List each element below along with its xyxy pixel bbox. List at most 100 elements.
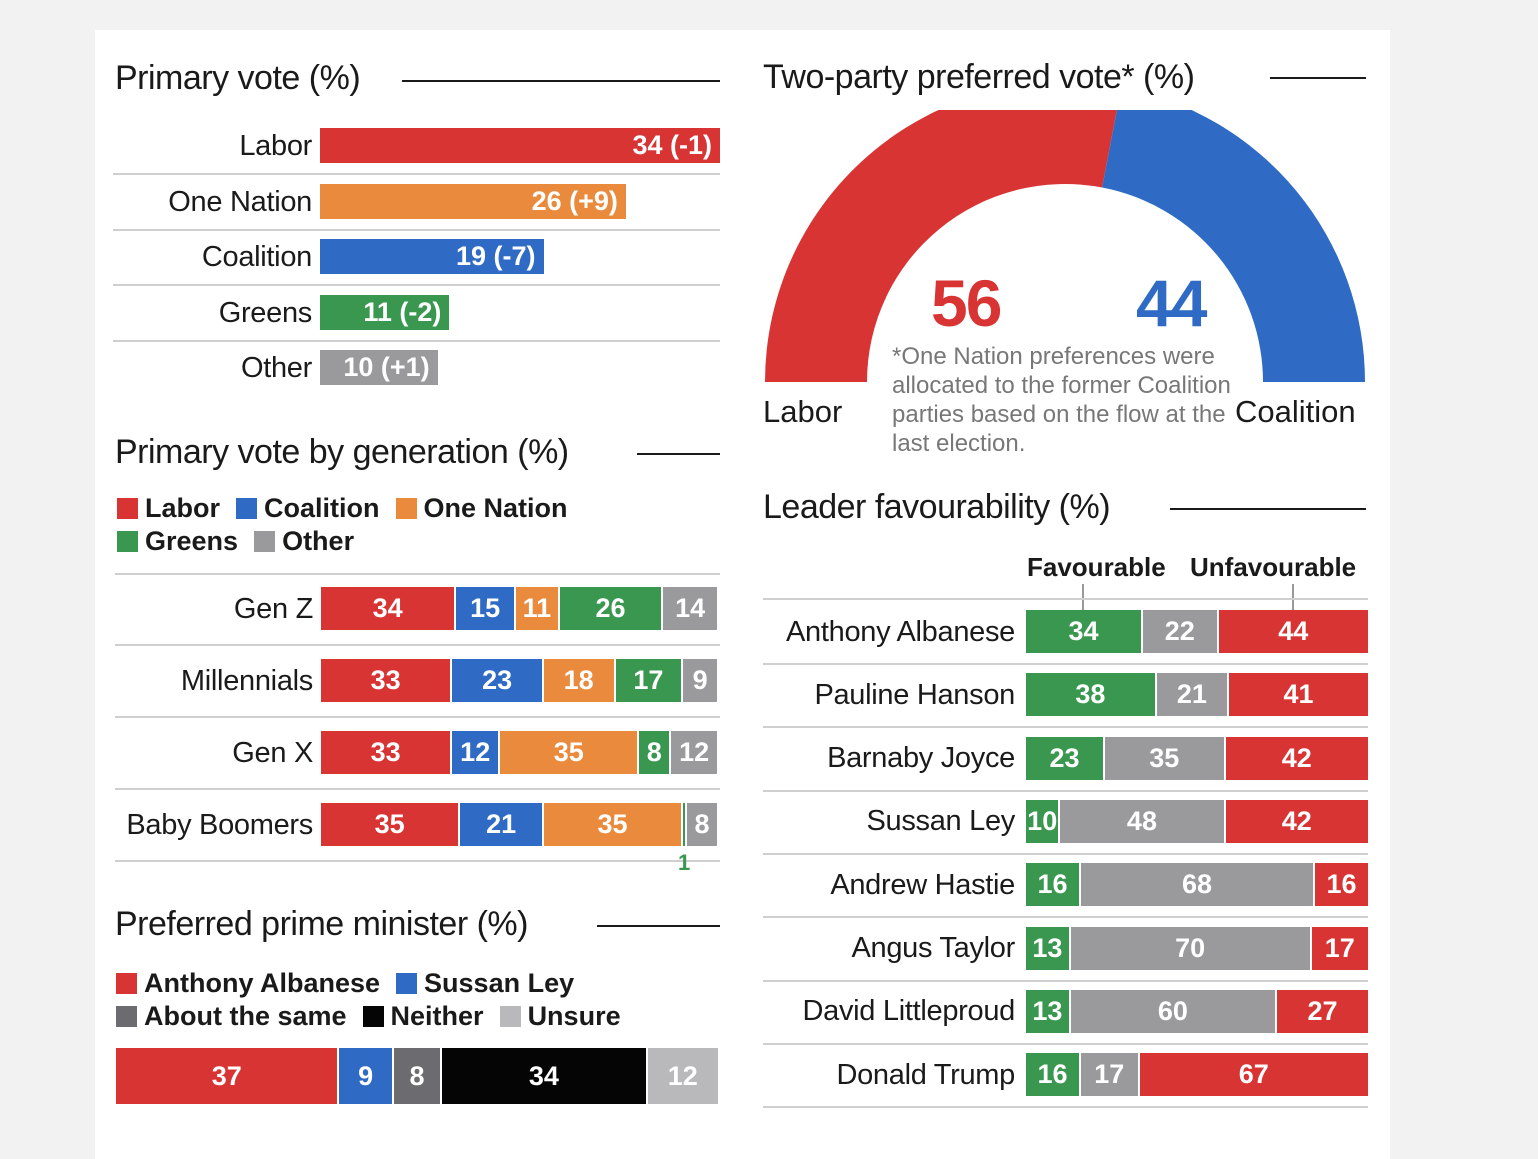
legend-item-neither: Neither (362, 1000, 484, 1033)
leader-segment: 21 (1156, 673, 1227, 717)
leader-segment: 16 (1314, 863, 1368, 907)
leader-label-donald-trump: Donald Trump (836, 1058, 1015, 1091)
preferred-pm-segment: 37 (116, 1048, 338, 1104)
legend-item-coalition: Coalition (236, 492, 380, 525)
arc-segment-labor (765, 110, 1117, 382)
legend-swatch (396, 973, 418, 994)
generation-divider (115, 573, 720, 575)
leader-segment: 10 (1026, 799, 1059, 843)
leader-segment: 60 (1070, 989, 1276, 1033)
preferred-pm-title-rule (597, 925, 720, 927)
legend-swatch (116, 1006, 137, 1027)
generation-segment: 14 (663, 587, 717, 630)
leader-label-angus-taylor: Angus Taylor (851, 932, 1015, 964)
leader-segment: 42 (1225, 799, 1368, 843)
primary-vote-bar-coalition: 19 (-7) (320, 239, 544, 274)
generation-segment: 8 (687, 803, 717, 846)
leader-segment: 48 (1060, 799, 1224, 843)
legend-item-other: Other (254, 525, 354, 558)
leader-segment: 67 (1139, 1053, 1368, 1097)
leader-segment: 38 (1026, 673, 1155, 717)
preferred-pm-segment: 9 (339, 1048, 392, 1104)
leader-segment: 13 (1026, 926, 1069, 970)
primary-vote-bar-other: 10 (+1) (320, 350, 438, 385)
generation-divider (115, 860, 720, 862)
primary-vote-bar-greens: 11 (-2) (320, 294, 450, 330)
favourable-tick (1082, 584, 1084, 610)
favourable-column-header: Favourable (1027, 552, 1166, 582)
preferred-pm-segment: 12 (647, 1048, 718, 1104)
leader-segment: 44 (1218, 610, 1368, 653)
leader-divider (763, 852, 1368, 855)
two-party-arc (765, 110, 1365, 382)
two-party-labor-value: 56 (931, 266, 1002, 340)
generation-segment: 26 (559, 587, 662, 630)
generation-label-baby-boomers: Baby Boomers (126, 808, 313, 841)
leader-label-david-littleproud: David Littleproud (802, 995, 1015, 1028)
leader-divider (763, 726, 1368, 729)
generation-label-millennials: Millennials (180, 664, 313, 697)
generation-divider (115, 644, 720, 646)
generation-segment: 12 (671, 731, 717, 774)
infographic-panel: Primary vote (%) Labor 34 (-1) One Nation 2… (95, 30, 1390, 1159)
leader-segment: 27 (1277, 989, 1368, 1033)
generation-segment (683, 803, 686, 846)
legend-item-ley: Sussan Ley (396, 967, 574, 1000)
leader-favourability-title-rule (1170, 508, 1366, 510)
leader-divider (763, 1106, 1368, 1109)
generation-segment: 15 (456, 587, 514, 630)
generation-segment: 23 (452, 659, 542, 702)
legend-swatch (117, 531, 138, 552)
unfavourable-tick (1292, 584, 1294, 610)
generation-divider (115, 716, 720, 718)
primary-vote-label-greens: Greens (218, 296, 313, 329)
leader-segment: 16 (1026, 863, 1080, 907)
unfavourable-column-header: Unfavourable (1190, 552, 1357, 582)
leader-segment: 23 (1026, 736, 1104, 780)
generation-segment: 18 (543, 659, 614, 702)
generation-title: Primary vote by generation (%) (115, 433, 569, 471)
leader-segment: 22 (1142, 610, 1217, 653)
leader-segment: 42 (1225, 736, 1368, 780)
leader-divider (763, 1042, 1368, 1045)
primary-vote-divider (113, 339, 720, 342)
leader-divider (763, 663, 1368, 665)
two-party-title-rule (1270, 77, 1366, 79)
preferred-pm-segment: 34 (442, 1048, 646, 1104)
legend-item-one-nation: One Nation (395, 492, 568, 525)
leader-segment: 17 (1081, 1053, 1138, 1097)
generation-segment: 35 (321, 803, 459, 846)
preferred-pm-segment: 8 (393, 1048, 441, 1104)
legend-swatch (395, 498, 417, 519)
generation-segment: 17 (615, 659, 682, 702)
arc-segment-coalition (1102, 110, 1365, 382)
leader-label-barnaby-joyce: Barnaby Joyce (827, 742, 1015, 775)
generation-segment: 12 (452, 731, 499, 774)
generation-legend: Labor Coalition One Nation Greens Other (117, 492, 677, 558)
generation-segment: 35 (543, 803, 682, 846)
primary-vote-divider (113, 228, 720, 231)
primary-vote-bar-labor: 34 (-1) (320, 128, 720, 163)
leader-label-sussan-ley: Sussan Ley (866, 805, 1015, 838)
primary-vote-divider (113, 173, 720, 175)
primary-vote-divider (113, 284, 720, 286)
legend-item-greens: Greens (117, 525, 238, 558)
generation-segment: 21 (460, 803, 542, 846)
legend-swatch (499, 1006, 521, 1027)
generation-label-gen-z: Gen Z (233, 592, 313, 625)
preferred-pm-title: Preferred prime minister (%) (115, 905, 528, 943)
two-party-coalition-value: 44 (1136, 266, 1207, 340)
legend-swatch (117, 498, 138, 519)
primary-vote-label-other: Other (240, 352, 312, 384)
legend-item-about-same: About the same (116, 1000, 347, 1033)
two-party-labor-label: Labor (763, 394, 843, 429)
legend-swatch (236, 498, 258, 519)
leader-segment: 35 (1105, 736, 1224, 780)
generation-segment: 33 (321, 731, 451, 774)
primary-vote-label-coalition: Coalition (201, 241, 312, 273)
legend-swatch (116, 973, 137, 994)
generation-divider (115, 788, 720, 790)
leader-favourability-title: Leader favourability (%) (763, 488, 1111, 526)
leader-segment: 13 (1026, 989, 1069, 1033)
legend-item-unsure: Unsure (499, 1000, 621, 1033)
